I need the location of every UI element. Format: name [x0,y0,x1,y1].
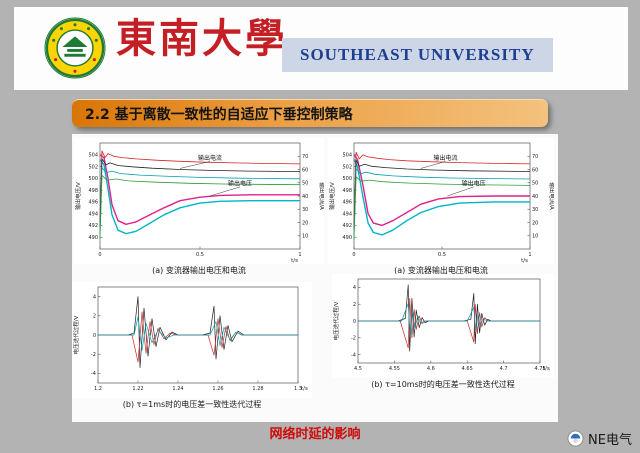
slide-content-panel: 0 0.5 1 t/s 490 492 494 496 498 500 502 504 输出电压/V 10… [72,134,558,422]
ne-electric-logo-icon [567,430,584,447]
svg-text:输出电流/A: 输出电流/A [548,182,554,210]
svg-text:494: 494 [88,211,98,217]
chart-converter-output-2: 0 0.5 1t/s 490 492 494 496 498 500 502 504 输出电压/V 10… [328,138,554,264]
chart-caption: (a) 变流器输出电压和电流 [152,266,246,275]
svg-text:30: 30 [532,207,538,213]
svg-text:492: 492 [342,223,352,229]
chart-caption: (b) τ=10ms时的电压差一致性迭代过程 [371,380,515,389]
svg-text:4: 4 [353,285,356,291]
svg-text:输出电流: 输出电流 [198,154,222,162]
svg-text:502: 502 [88,164,98,170]
svg-text:1.28: 1.28 [252,386,263,392]
chart-consensus-tau10ms: 4.5 4.55 4.6 4.65 4.7 4.75t/s -4 -2 0 2 4 电压迭代过程/V [332,274,554,378]
svg-text:1.22: 1.22 [132,386,143,392]
svg-text:4.65: 4.65 [462,366,473,372]
svg-text:60: 60 [532,167,538,173]
svg-text:496: 496 [342,200,352,206]
slide-title: 2.2 基于离散一致性的自适应下垂控制策略 [85,106,353,123]
svg-text:504: 504 [88,153,98,159]
university-name-en-box: SOUTHEAST UNIVERSITY [282,38,553,72]
university-header: 東南大學 SOUTHEAST UNIVERSITY [14,7,628,90]
svg-text:2: 2 [93,314,96,320]
svg-text:20: 20 [302,220,308,226]
university-name-cn: 東南大學 [116,15,288,62]
chart-caption: (a) 变流器输出电压和电流 [394,266,488,275]
svg-text:500: 500 [342,176,352,182]
svg-text:输出电压/V: 输出电压/V [328,182,336,210]
svg-text:-2: -2 [351,336,356,342]
svg-text:1.26: 1.26 [212,386,223,392]
svg-text:输出电流/A: 输出电流/A [318,182,324,210]
svg-text:t/s: t/s [301,386,308,392]
svg-text:0.5: 0.5 [196,252,204,258]
svg-text:输出电压: 输出电压 [228,179,252,187]
svg-text:1: 1 [528,252,531,258]
svg-text:输出电流: 输出电流 [434,154,458,162]
svg-text:0: 0 [93,333,96,339]
svg-text:498: 498 [88,188,98,194]
svg-text:10: 10 [302,234,308,240]
svg-text:4: 4 [93,294,96,300]
svg-text:50: 50 [532,181,538,187]
svg-text:490: 490 [342,235,352,241]
chart-caption: (b) τ=1ms时的电压差一致性迭代过程 [122,400,262,409]
svg-text:40: 40 [532,194,538,200]
svg-text:70: 70 [532,154,538,160]
svg-text:10: 10 [532,234,538,240]
chart-converter-output-1: 0 0.5 1t/s 490 492 494 496 498 500 502 504 输出电压/V 10… [74,138,324,264]
svg-text:4.75: 4.75 [534,366,545,372]
svg-text:4.6: 4.6 [427,366,435,372]
chart-block-tau10ms: 4.5 4.55 4.6 4.65 4.7 4.75 t/s -4 -2 0 2 4 电压迭代过程/V … [332,274,554,390]
svg-text:494: 494 [342,211,352,217]
chart-block-output-left: 0 0.5 1 t/s 490 492 494 496 498 500 502 504 输出电压/V 10… [74,138,324,276]
svg-text:70: 70 [302,154,308,160]
svg-text:t/s: t/s [543,366,550,372]
svg-text:-4: -4 [351,352,356,358]
svg-text:输出电压/V: 输出电压/V [74,182,82,210]
watermark: NE电气 [567,429,632,448]
svg-text:2: 2 [353,302,356,308]
svg-text:4.7: 4.7 [500,366,508,372]
svg-text:4.5: 4.5 [354,366,362,372]
svg-text:4.55: 4.55 [389,366,400,372]
svg-text:504: 504 [342,153,352,159]
svg-text:498: 498 [342,188,352,194]
svg-text:1.3: 1.3 [294,386,302,392]
svg-text:输出电压: 输出电压 [462,179,486,187]
svg-text:30: 30 [302,207,308,213]
svg-text:40: 40 [302,194,308,200]
chart-consensus-tau1ms: 1.2 1.22 1.24 1.26 1.28 1.3 t/s -4 -2 0 2 4 电压迭代过程/V [72,282,312,398]
watermark-brand: NE电气 [588,433,632,448]
highlight-note: 网络时延的影响 [269,427,361,442]
svg-text:电压迭代过程/V: 电压迭代过程/V [332,301,340,340]
svg-text:-2: -2 [91,352,96,358]
svg-text:20: 20 [532,220,538,226]
svg-text:492: 492 [88,223,98,229]
svg-text:t/s: t/s [521,258,528,264]
svg-text:0: 0 [98,252,101,258]
svg-text:502: 502 [342,164,352,170]
slide-title-bar: 2.2 基于离散一致性的自适应下垂控制策略 [72,99,548,127]
svg-text:496: 496 [88,200,98,206]
svg-text:500: 500 [88,176,98,182]
svg-text:1: 1 [298,252,301,258]
svg-text:0.5: 0.5 [438,252,446,258]
svg-text:t/s: t/s [291,258,298,264]
svg-text:0: 0 [352,252,355,258]
svg-text:电压迭代过程/V: 电压迭代过程/V [72,315,80,354]
svg-text:490: 490 [88,235,98,241]
svg-text:-4: -4 [91,371,96,377]
svg-text:1.24: 1.24 [172,386,183,392]
svg-text:60: 60 [302,167,308,173]
chart-block-output-right: 0 0.5 1 t/s 490 492 494 496 498 500 502 504 输出电压/V 10… [328,138,554,276]
university-name-en: SOUTHEAST UNIVERSITY [300,45,535,64]
chart-block-tau1ms: 1.2 1.22 1.24 1.26 1.28 1.3 t/s -4 -2 0 2 4 电压迭代过程/V… [72,282,312,410]
svg-text:1.2: 1.2 [94,386,102,392]
svg-text:0: 0 [353,319,356,325]
seu-emblem-icon [44,17,106,79]
svg-text:50: 50 [302,181,308,187]
